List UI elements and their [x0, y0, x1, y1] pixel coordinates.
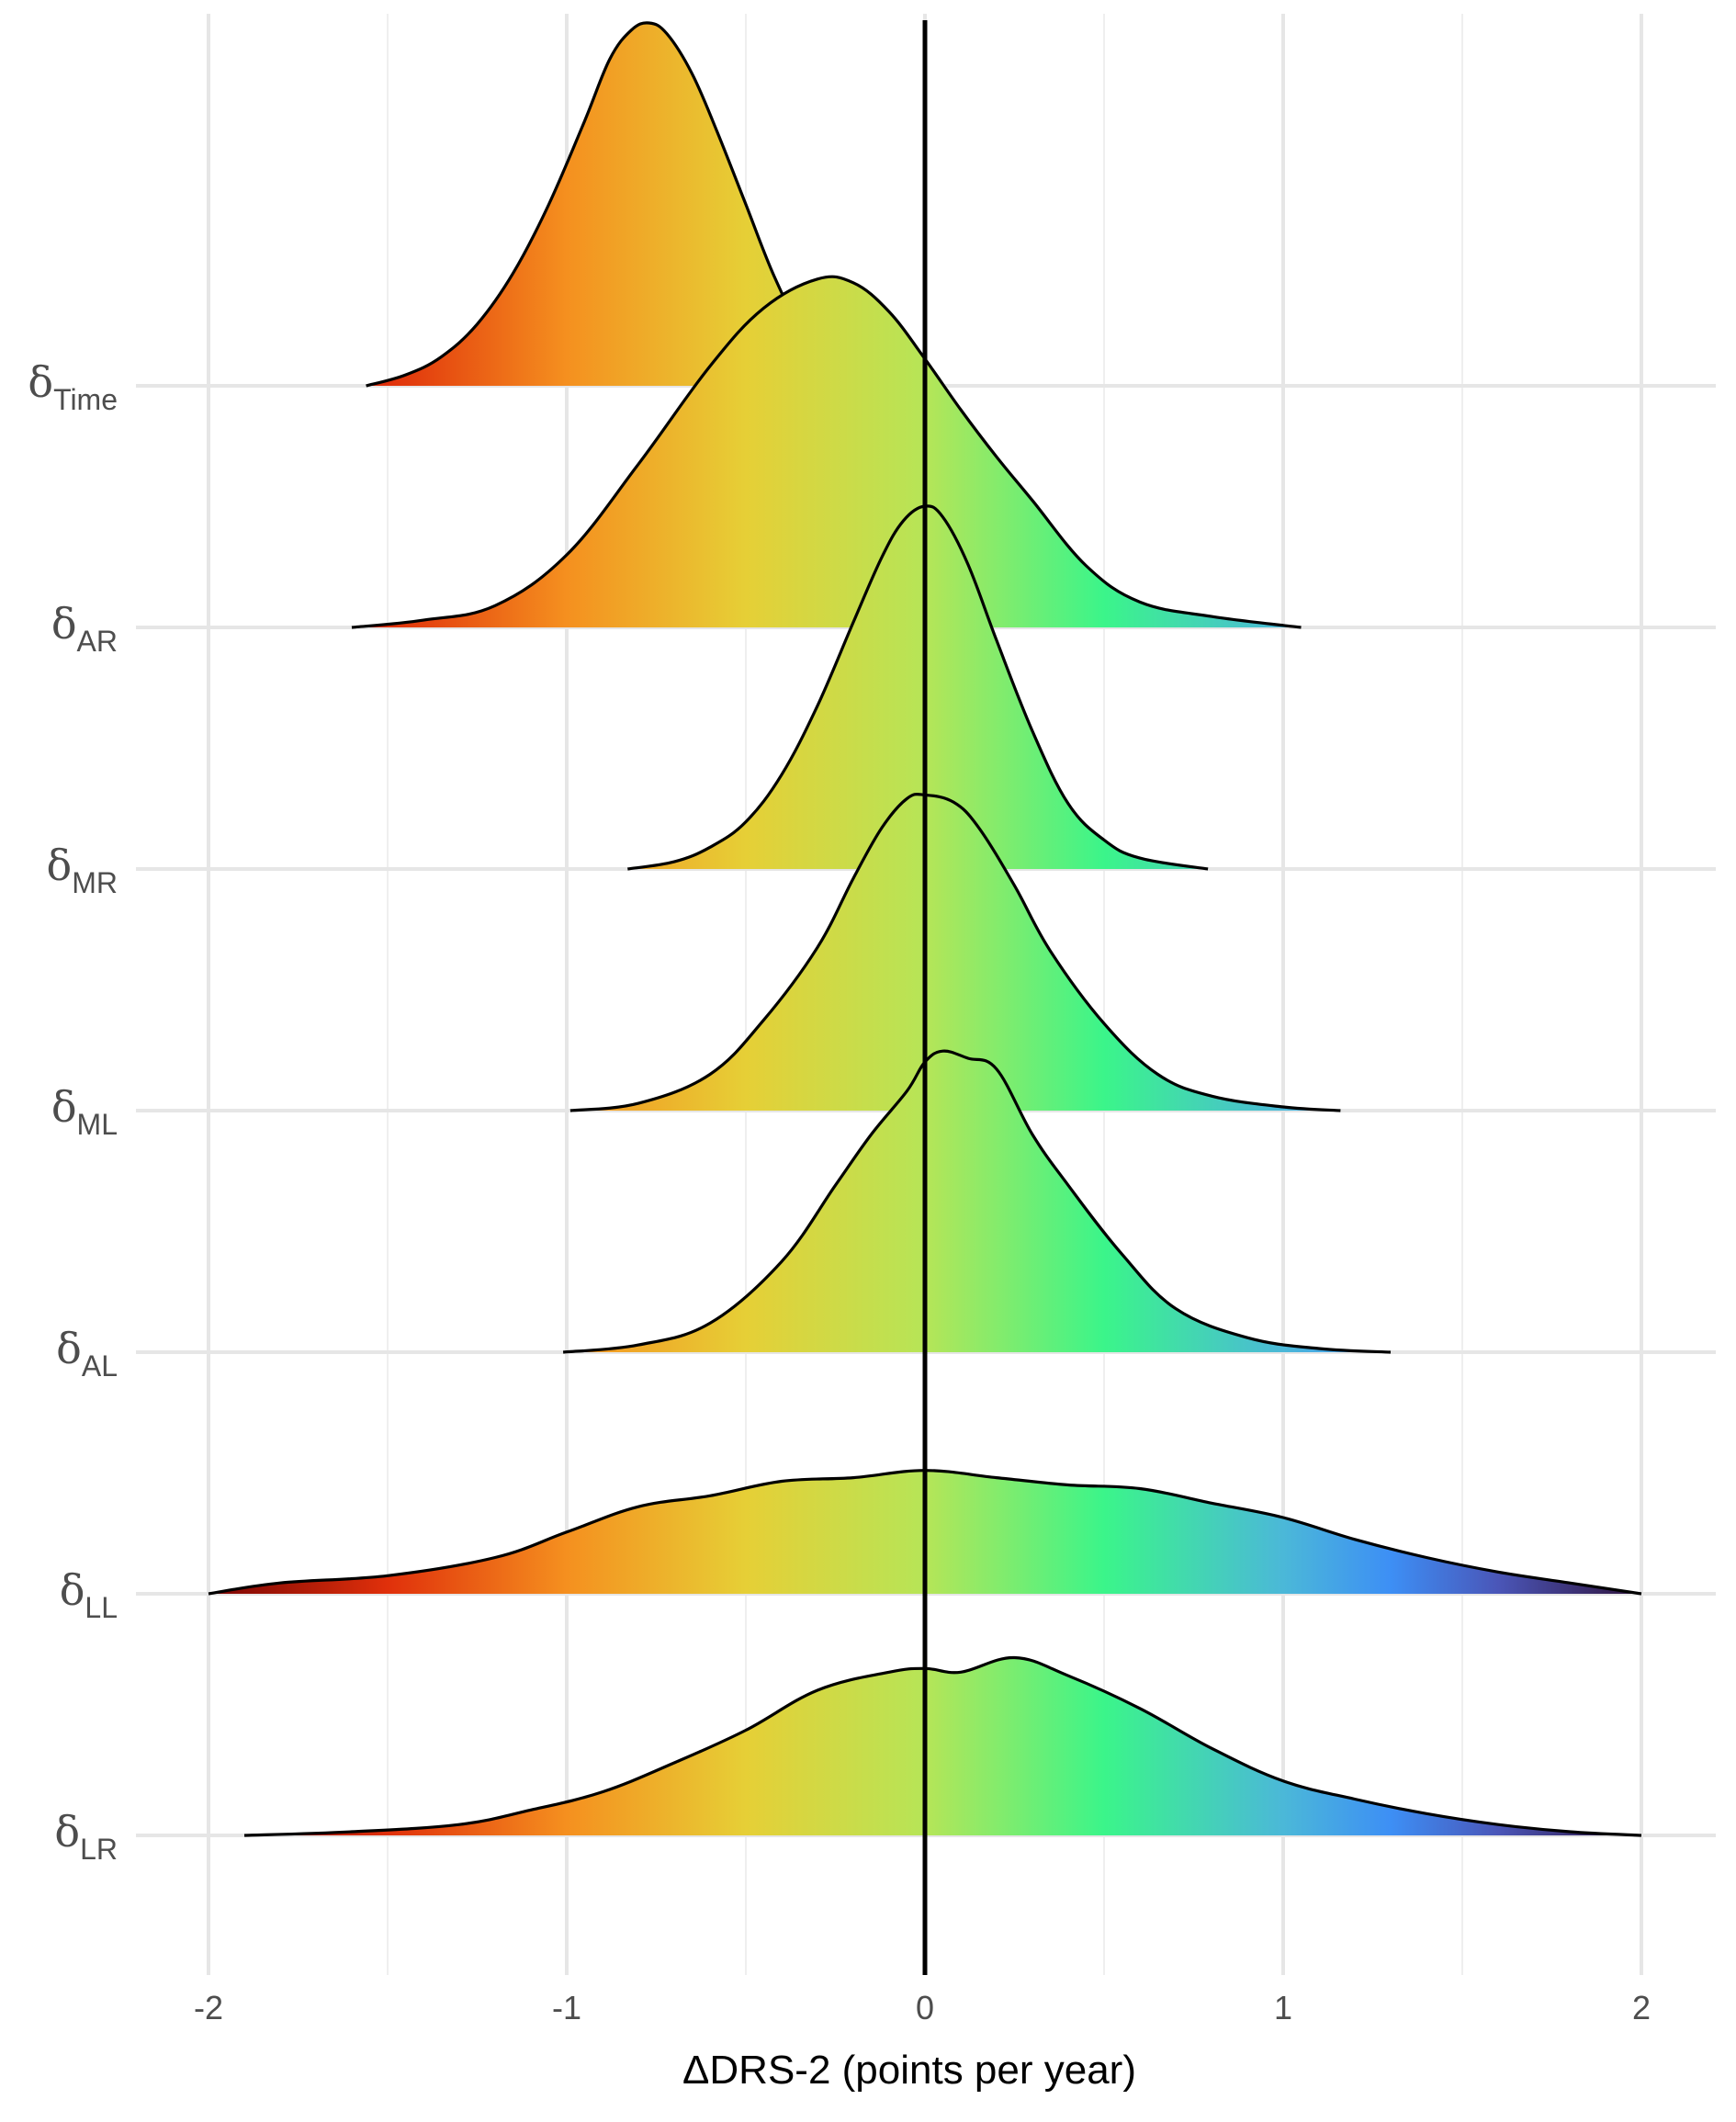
x-axis-ticks: -2 -1 0 1 2: [194, 1989, 1651, 2026]
ridge-area-al: [563, 1051, 1391, 1352]
ridge-lr: [243, 1655, 1642, 1837]
ridge-al: [562, 1049, 1392, 1354]
ridge-outline-mr: [627, 504, 1209, 871]
y-label-mr: δMR: [47, 841, 118, 899]
ridge-area-mr: [627, 505, 1209, 869]
ridge-area-lr: [244, 1657, 1641, 1835]
ridge-outline-al: [562, 1049, 1392, 1354]
ridge-outline-ar: [351, 275, 1302, 629]
ridge-mr: [627, 504, 1209, 871]
ridge-outline-ml: [569, 792, 1341, 1112]
x-axis-title: ΔDRS-2 (points per year): [682, 2048, 1136, 2093]
y-label-ar: δAR: [51, 599, 118, 658]
ridge-area-ar: [352, 277, 1302, 627]
y-label-lr: δLR: [54, 1807, 118, 1866]
ridge-ar: [351, 275, 1302, 629]
y-label-time: δTime: [28, 357, 118, 416]
ridge-area-ml: [569, 794, 1341, 1111]
y-label-al: δAL: [56, 1324, 118, 1383]
ridge-area-time: [366, 22, 926, 386]
x-tick-label: -2: [194, 1989, 223, 2026]
ridge-outline-lr: [243, 1655, 1642, 1837]
y-label-ml: δML: [51, 1082, 118, 1141]
ridge-ml: [569, 792, 1341, 1112]
ridge-outline-ll: [208, 1469, 1642, 1596]
x-tick-label: 2: [1632, 1989, 1651, 2026]
y-label-ll: δLL: [60, 1565, 118, 1624]
x-tick-label: 0: [916, 1989, 934, 2026]
x-tick-label: 1: [1274, 1989, 1292, 2026]
y-axis-labels: δTime δAR δMR δML δAL δLL δLR: [28, 357, 118, 1866]
x-tick-label: -1: [552, 1989, 581, 2026]
